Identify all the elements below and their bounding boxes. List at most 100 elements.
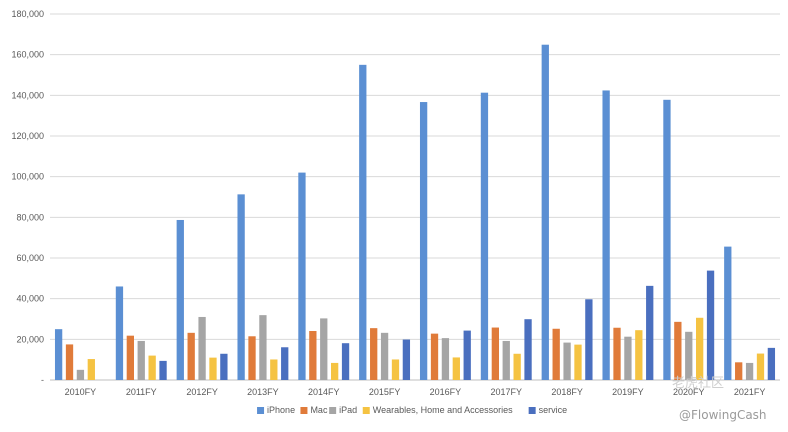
x-tick-label: 2010FY [65, 387, 97, 397]
bar-service-2011fy [159, 360, 167, 380]
legend-label: service [539, 405, 568, 415]
x-tick-label: 2017FY [490, 387, 522, 397]
x-tick-label: 2018FY [551, 387, 583, 397]
bar-mac-2020fy [674, 321, 682, 380]
bar-service-2020fy [706, 270, 715, 380]
y-tick-label: 20,000 [16, 334, 44, 344]
bar-ipad-2016fy [441, 338, 450, 380]
legend-label: Wearables, Home and Accessories [373, 405, 513, 415]
legend-label: Mac [310, 405, 328, 415]
y-tick-label: 180,000 [11, 9, 44, 19]
bar-mac-2012fy [187, 332, 195, 380]
legend-swatch [528, 407, 536, 414]
bar-service-2019fy [646, 285, 654, 380]
bar-wearables-home-and-accessories-2017fy [513, 353, 521, 380]
bar-ipad-2020fy [685, 331, 693, 380]
bar-iphone-2017fy [480, 92, 489, 380]
bar-service-2013fy [281, 347, 289, 380]
bar-ipad-2019fy [624, 336, 632, 380]
x-tick-label: 2011FY [126, 387, 157, 397]
bar-service-2015fy [402, 339, 411, 380]
bar-ipad-2021fy [745, 362, 754, 380]
bar-service-2017fy [524, 319, 532, 380]
bar-mac-2014fy [309, 330, 317, 380]
bar-iphone-2010fy [54, 329, 63, 380]
bar-wearables-home-and-accessories-2014fy [331, 362, 339, 380]
bar-wearables-home-and-accessories-2018fy [574, 344, 582, 380]
legend-swatch [300, 407, 308, 414]
legend-swatch [362, 407, 370, 414]
x-tick-label: 2013FY [247, 387, 279, 397]
legend-swatch [329, 407, 337, 414]
watermark: 老虎社区 @FlowingCash [672, 375, 767, 422]
bar-mac-2021fy [735, 362, 743, 380]
x-tick-label: 2012FY [186, 387, 218, 397]
bar-iphone-2018fy [541, 44, 549, 380]
bar-mac-2010fy [65, 344, 74, 380]
legend-label: iPhone [267, 405, 295, 415]
bar-service-2018fy [585, 299, 593, 380]
y-axis-ticks: - 20,000 40,000 60,000 80,000 100,000 120,000 1… [11, 9, 44, 385]
bar-wearables-home-and-accessories-2019fy [635, 330, 643, 380]
bar-iphone-2011fy [115, 286, 124, 380]
bar-wearables-home-and-accessories-2020fy [696, 317, 704, 380]
legend-label: iPad [339, 405, 357, 415]
watermark-top: 老虎社区 [672, 375, 724, 391]
bar-ipad-2013fy [259, 315, 267, 380]
bar-iphone-2016fy [419, 102, 428, 380]
gridlines [50, 13, 780, 381]
bar-wearables-home-and-accessories-2021fy [756, 353, 765, 380]
bar-service-2012fy [220, 353, 228, 380]
bar-ipad-2017fy [502, 340, 510, 380]
bar-ipad-2015fy [380, 332, 389, 380]
y-tick-label: 160,000 [11, 50, 44, 60]
bars [54, 44, 776, 380]
bar-iphone-2014fy [298, 172, 306, 380]
bar-service-2016fy [463, 330, 471, 380]
y-tick-label: - [41, 375, 44, 385]
x-tick-label: 2015FY [369, 387, 401, 397]
bar-iphone-2020fy [663, 99, 671, 380]
x-axis-ticks: 2010FY 2011FY 2012FY 2013FY 2014FY 2015FY 2016… [65, 387, 766, 397]
bar-ipad-2011fy [137, 340, 145, 380]
bar-ipad-2012fy [198, 316, 206, 380]
bar-wearables-home-and-accessories-2010fy [87, 359, 95, 380]
legend-swatch [257, 407, 265, 414]
bar-wearables-home-and-accessories-2013fy [270, 359, 278, 380]
bar-mac-2016fy [430, 333, 439, 380]
bar-ipad-2018fy [563, 342, 571, 380]
bar-iphone-2013fy [237, 194, 245, 380]
bar-mac-2017fy [491, 327, 499, 380]
bar-service-2014fy [341, 343, 350, 380]
bar-wearables-home-and-accessories-2015fy [391, 359, 400, 380]
y-tick-label: 120,000 [11, 131, 44, 141]
bar-mac-2018fy [552, 328, 560, 380]
bar-mac-2019fy [613, 327, 621, 380]
bar-wearables-home-and-accessories-2016fy [452, 357, 460, 380]
watermark-bottom: @FlowingCash [679, 408, 767, 422]
legend: iPhone Mac iPad Wearables, Home and Accesso… [257, 405, 567, 415]
bar-mac-2015fy [370, 328, 378, 380]
x-tick-label: 2014FY [308, 387, 340, 397]
y-tick-label: 60,000 [16, 253, 44, 263]
bar-ipad-2010fy [76, 369, 85, 380]
bar-iphone-2019fy [602, 90, 610, 380]
y-tick-label: 100,000 [11, 172, 44, 182]
x-tick-label: 2019FY [612, 387, 644, 397]
bar-wearables-home-and-accessories-2011fy [148, 355, 156, 380]
y-tick-label: 80,000 [16, 212, 44, 222]
y-tick-label: 40,000 [16, 294, 44, 304]
bar-mac-2013fy [248, 336, 256, 380]
bar-iphone-2012fy [176, 219, 184, 380]
x-tick-label: 2016FY [430, 387, 462, 397]
bar-iphone-2021fy [724, 246, 732, 380]
x-tick-label: 2020FY [673, 387, 705, 397]
x-tick-label: 2021FY [734, 387, 766, 397]
bar-ipad-2014fy [320, 318, 328, 380]
bar-wearables-home-and-accessories-2012fy [209, 357, 217, 380]
bar-mac-2011fy [126, 335, 134, 380]
bar-iphone-2015fy [359, 64, 367, 380]
y-tick-label: 140,000 [11, 90, 44, 100]
bar-service-2021fy [767, 347, 776, 380]
